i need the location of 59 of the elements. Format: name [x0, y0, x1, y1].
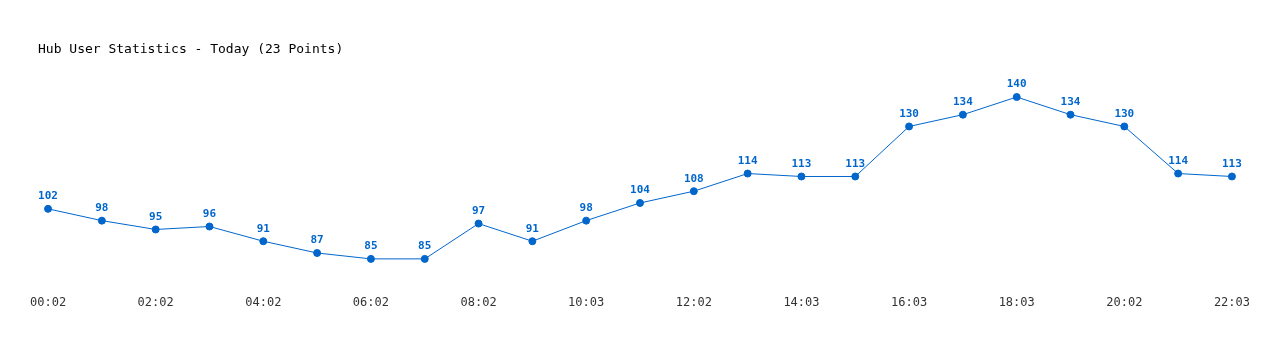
point: [851, 172, 860, 181]
point: [474, 219, 483, 228]
point: [743, 169, 752, 178]
point: [905, 122, 914, 131]
point: [636, 198, 644, 207]
data-label: 98: [95, 200, 109, 214]
point: [797, 172, 806, 181]
x-tick-label: 12:02: [675, 294, 712, 309]
x-tick-label: 18:03: [998, 294, 1035, 309]
data-label: 104: [630, 183, 651, 197]
data-label: 130: [1114, 106, 1135, 120]
point: [1120, 122, 1129, 131]
data-label: 85: [418, 239, 432, 253]
point: [1174, 169, 1183, 178]
data-label: 87: [310, 233, 324, 247]
data-label: 134: [952, 95, 974, 109]
data-label: 95: [149, 209, 163, 223]
data-label: 114: [737, 153, 758, 167]
point: [366, 254, 375, 263]
data-label: 113: [791, 156, 812, 170]
point: [97, 216, 106, 225]
data-label: 130: [899, 106, 919, 120]
data-label: 98: [579, 200, 593, 214]
x-tick-label: 14:03: [783, 294, 820, 309]
data-label: 134: [1060, 95, 1081, 109]
point: [1012, 93, 1021, 102]
data-label: 91: [256, 221, 271, 235]
x-tick-label: 22:03: [1213, 294, 1250, 309]
data-label: 113: [845, 156, 866, 170]
point: [1227, 172, 1236, 181]
point: [528, 237, 537, 246]
point: [44, 204, 53, 213]
x-tick-label: 08:02: [460, 294, 497, 309]
point: [313, 249, 322, 257]
point: [205, 222, 214, 231]
data-label: 113: [1222, 156, 1242, 170]
x-tick-label: 20:02: [1106, 294, 1143, 309]
data-label: 102: [38, 189, 58, 203]
point: [151, 225, 160, 234]
data-label: 96: [202, 206, 217, 220]
point: [420, 254, 429, 263]
x-tick-label: 04:02: [245, 294, 282, 309]
point: [582, 216, 591, 225]
data-label: 114: [1168, 153, 1189, 167]
point: [1066, 110, 1075, 119]
x-tick-label: 02:02: [137, 294, 174, 309]
x-tick-label: 10:03: [568, 294, 605, 309]
x-tick-label: 16:03: [891, 294, 928, 309]
point: [259, 237, 268, 246]
chart-title: Hub User Statistics - Today (23 Points): [38, 41, 344, 57]
data-label: 91: [525, 221, 540, 235]
data-label: 97: [471, 203, 486, 217]
point: [689, 187, 698, 196]
data-label: 140: [1006, 77, 1027, 91]
data-label: 85: [364, 239, 378, 253]
point: [958, 110, 967, 119]
x-tick-label: 06:02: [352, 294, 389, 309]
data-label: 108: [683, 171, 704, 185]
x-tick-label: 00:02: [30, 294, 67, 309]
